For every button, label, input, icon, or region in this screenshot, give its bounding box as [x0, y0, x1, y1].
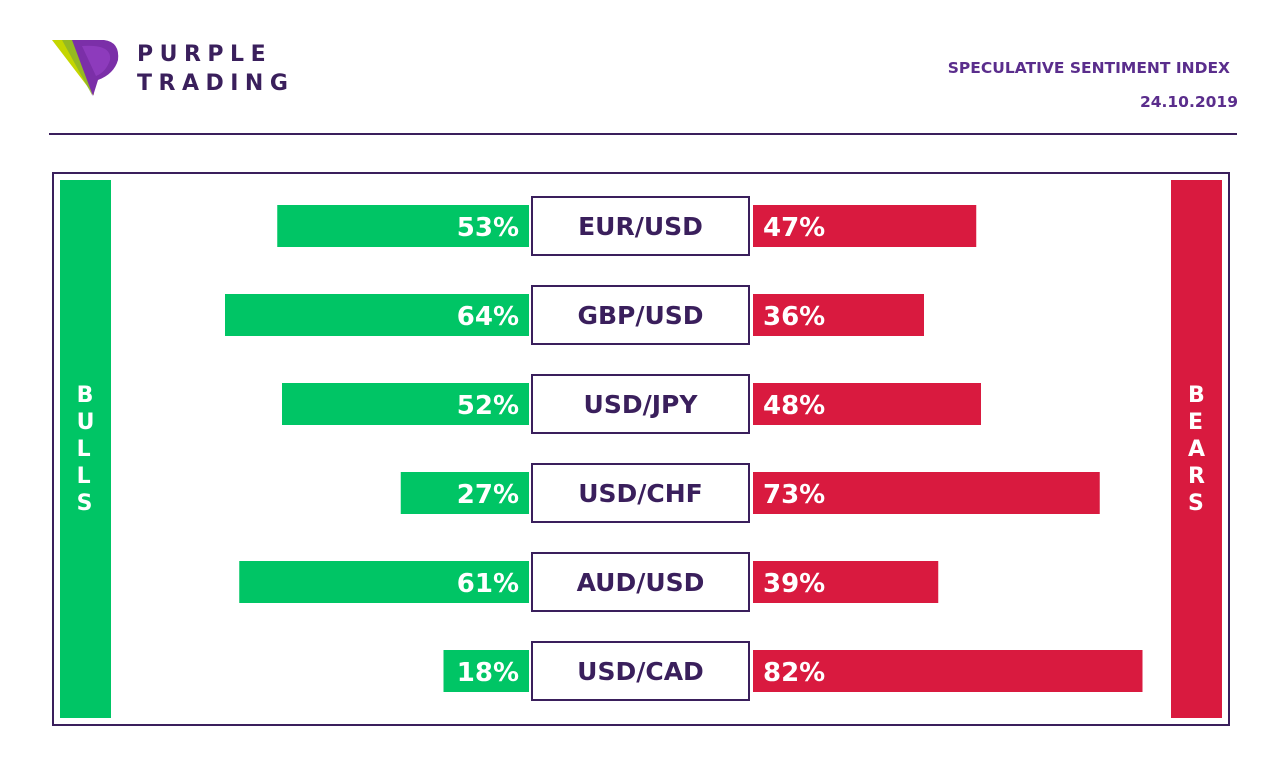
brand-name: PURPLE TRADING — [137, 40, 294, 98]
page-title: SPECULATIVE SENTIMENT INDEX — [947, 59, 1230, 77]
bear-value-label: 82% — [763, 658, 825, 688]
purple-trading-logo-icon — [52, 40, 119, 96]
chart-frame — [52, 172, 1230, 726]
brand-line-1: PURPLE — [137, 42, 273, 67]
bull-value-label: 61% — [457, 569, 519, 599]
bull-value-label: 18% — [457, 658, 519, 688]
bear-bar — [753, 205, 977, 247]
bear-bar — [753, 472, 1100, 514]
pair-box — [531, 641, 750, 701]
bear-bar — [753, 650, 1143, 692]
bear-bar — [753, 383, 981, 425]
bull-bar — [225, 294, 529, 336]
report-date: 24.10.2019 — [1139, 93, 1238, 111]
bear-value-label: 36% — [763, 302, 825, 332]
bear-value-label: 48% — [763, 391, 825, 421]
bull-value-label: 64% — [457, 302, 519, 332]
pair-box — [531, 374, 750, 434]
bull-bar — [239, 561, 529, 603]
bull-bar — [282, 383, 529, 425]
bull-value-label: 52% — [457, 391, 519, 421]
bull-bar — [443, 650, 529, 692]
bear-bar — [753, 294, 924, 336]
pair-label: AUD/USD — [577, 568, 705, 597]
pair-box — [531, 285, 750, 345]
pair-label: USD/CHF — [578, 479, 703, 508]
pair-box — [531, 463, 750, 523]
bear-value-label: 73% — [763, 480, 825, 510]
pair-label: EUR/USD — [578, 212, 703, 241]
pair-box — [531, 196, 750, 256]
bear-value-label: 47% — [763, 213, 825, 243]
bull-bar — [400, 472, 529, 514]
pair-label: USD/JPY — [584, 390, 699, 419]
brand-line-2: TRADING — [137, 71, 295, 96]
bull-bar — [277, 205, 529, 247]
pair-box — [531, 552, 750, 612]
bull-value-label: 53% — [457, 213, 519, 243]
pair-label: GBP/USD — [577, 301, 703, 330]
pair-label: USD/CAD — [577, 657, 704, 686]
bull-value-label: 27% — [457, 480, 519, 510]
bear-bar — [753, 561, 939, 603]
header-divider — [49, 133, 1237, 135]
bear-value-label: 39% — [763, 569, 825, 599]
